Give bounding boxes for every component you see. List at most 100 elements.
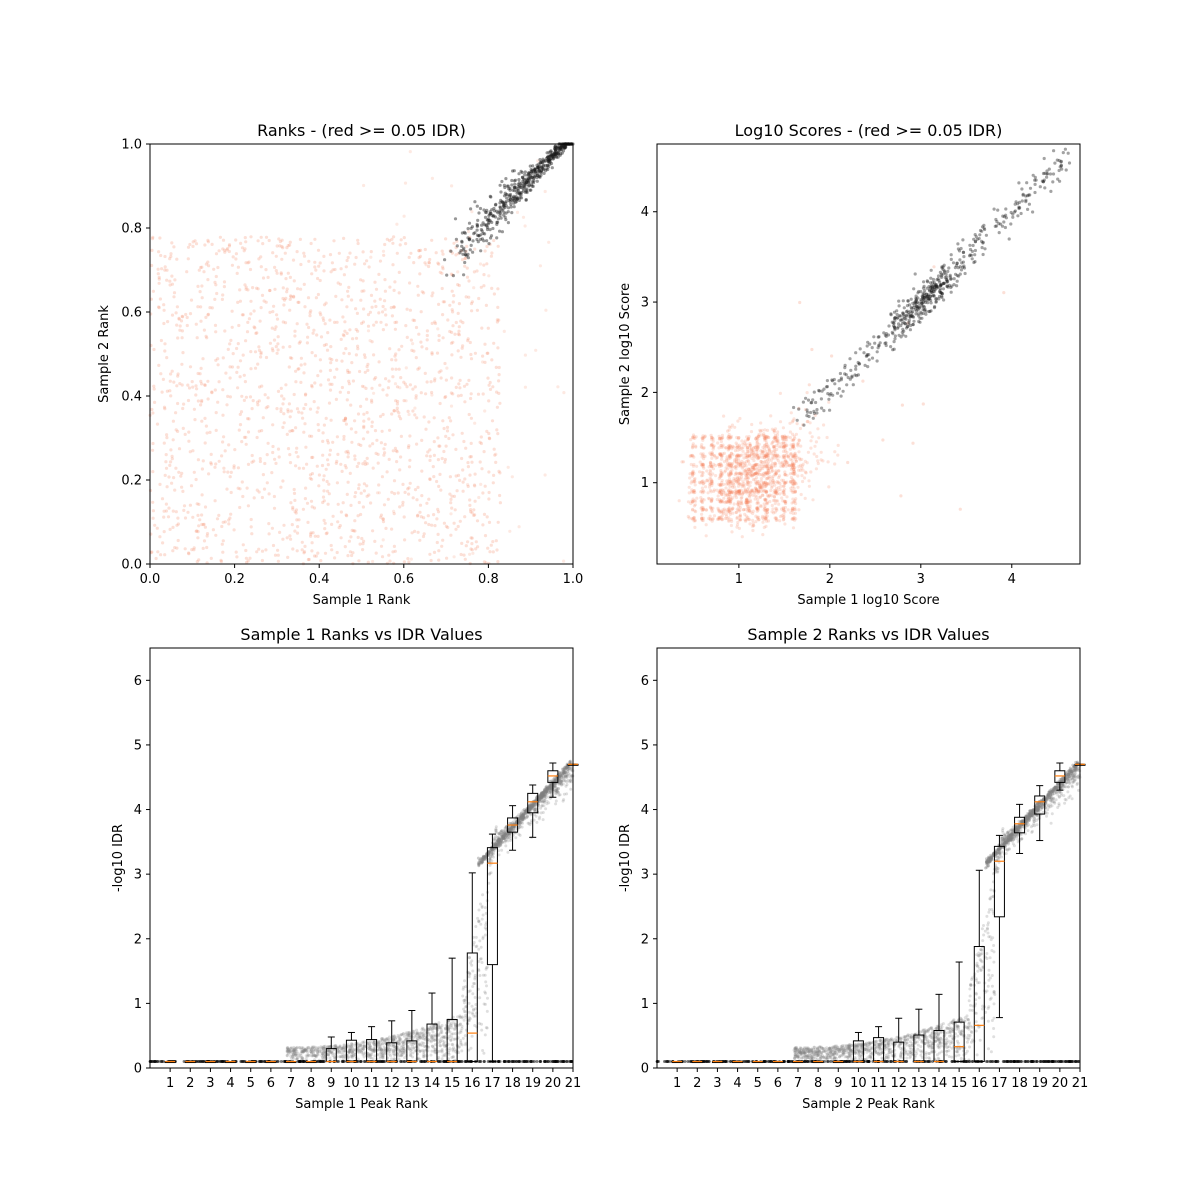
rank-point-red [398, 468, 402, 472]
rank-point-red [329, 345, 333, 349]
x-tick-label: 4 [1008, 572, 1016, 587]
rank-point-red [487, 490, 491, 495]
rank-point-red [408, 281, 412, 285]
score-point-red [817, 436, 821, 440]
rank-point-red [163, 254, 167, 259]
rank-point-red [392, 544, 396, 549]
score-point-black [810, 401, 814, 405]
rank-point-black [500, 230, 504, 234]
rank-point-red [449, 341, 454, 345]
score-point-red [718, 452, 722, 456]
rank-point-red [302, 430, 306, 434]
rank-point-red [460, 431, 464, 435]
rank-point-red [228, 365, 232, 369]
score-point-red [764, 484, 768, 488]
rank-point-red [328, 388, 333, 392]
rank-point-red [485, 262, 489, 266]
rank-point-red [264, 548, 268, 552]
score-point-red [1002, 291, 1006, 295]
rank-point-red [326, 378, 331, 382]
rank-point-red [299, 262, 303, 267]
rank-point-red [177, 470, 181, 474]
rank-point-black [475, 228, 479, 232]
rank-point-red [293, 329, 297, 333]
score-point-red [728, 500, 733, 504]
rank-point-red [217, 380, 221, 384]
rank-point-red [483, 409, 487, 413]
score-point-black [921, 286, 926, 290]
score-point-red [765, 442, 769, 446]
score-point-red [727, 471, 731, 475]
rank-point-red [268, 341, 272, 345]
rank-point-red [181, 351, 185, 355]
score-point-red [745, 482, 749, 486]
rank-point-black [540, 161, 545, 165]
rank-point-red [238, 412, 242, 416]
rank-point-red [170, 274, 174, 278]
rank-point-red [191, 515, 195, 519]
rank-point-red [256, 287, 260, 291]
score-point-red [744, 519, 748, 523]
rank-point-red [398, 505, 402, 509]
score-point-red [783, 445, 787, 449]
rank-point-red [393, 382, 398, 386]
rank-point-red [468, 455, 472, 459]
rank-point-red [362, 183, 366, 188]
rank-point-red [326, 458, 330, 462]
rank-point-red [445, 366, 449, 370]
score-point-red [677, 499, 681, 503]
rank-point-red [342, 434, 346, 439]
idr-point [485, 984, 488, 988]
score-point-red [836, 453, 840, 457]
rank-point-red [168, 463, 172, 467]
rank-point-red [442, 521, 446, 525]
rank-point-red [444, 434, 448, 438]
score-point-black [1055, 158, 1059, 162]
rank-point-red [387, 379, 391, 383]
rank-point-red [248, 395, 253, 399]
rank-point-red [454, 385, 458, 389]
rank-point-red [427, 497, 431, 501]
score-point-red [777, 469, 781, 473]
rank-point-red [456, 349, 460, 353]
rank-point-black [526, 178, 530, 182]
rank-point-red [346, 455, 350, 459]
rank-point-red [261, 473, 265, 477]
rank-point-red [316, 551, 320, 555]
rank-point-red [335, 550, 339, 555]
score-point-red [748, 498, 752, 502]
score-point-black [870, 346, 874, 350]
rank-point-red [226, 394, 230, 398]
rank-point-red [373, 429, 378, 433]
score-point-red [805, 391, 809, 395]
rank-point-red [424, 427, 428, 431]
rank-point-red [176, 538, 180, 543]
rank-point-black [512, 179, 517, 183]
rank-point-red [288, 345, 292, 349]
rank-point-red [383, 278, 387, 282]
rank-point-red [407, 465, 412, 469]
rank-point-red [246, 288, 250, 292]
rank-point-red [301, 466, 306, 470]
rank-point-red [317, 428, 321, 432]
rank-point-red [369, 255, 373, 259]
score-point-black [972, 237, 976, 241]
rank-point-red [336, 281, 340, 285]
score-point-red [759, 504, 763, 509]
rank-point-red [238, 423, 243, 427]
rank-point-red [403, 490, 407, 494]
rank-point-black [539, 171, 543, 175]
rank-point-red [345, 305, 349, 309]
x-tick-label: 1.0 [563, 572, 584, 587]
rank-point-red [381, 517, 385, 521]
rank-point-red [248, 267, 253, 272]
score-point-black [1011, 215, 1015, 219]
score-point-red [753, 497, 757, 501]
rank-point-red [463, 256, 467, 260]
rank-point-red [265, 453, 269, 457]
rank-point-red [464, 295, 468, 299]
rank-point-red [346, 554, 350, 558]
rank-point-black [542, 164, 546, 168]
rank-point-black [503, 205, 507, 210]
score-point-red [796, 485, 800, 489]
